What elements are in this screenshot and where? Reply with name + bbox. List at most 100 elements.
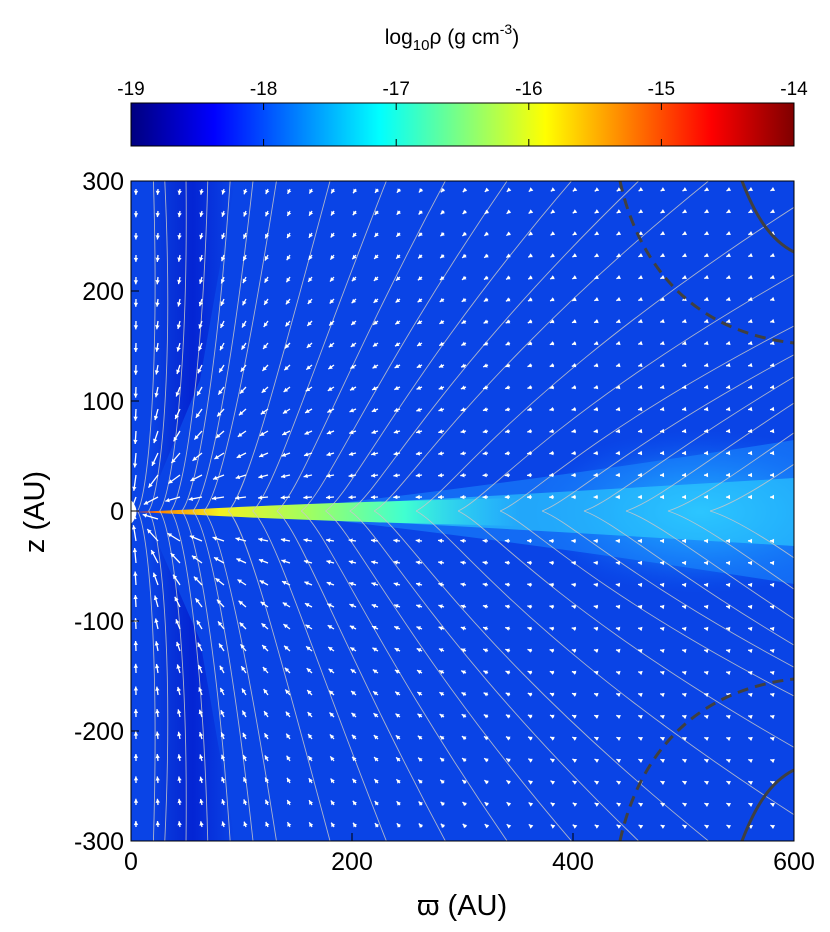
velocity-arrowhead — [748, 494, 752, 500]
velocity-arrowhead — [353, 188, 358, 194]
velocity-arrowhead — [198, 301, 203, 307]
colorbar-title-log: log — [385, 26, 413, 49]
velocity-arrowhead — [770, 626, 775, 632]
velocity-arrowhead — [285, 299, 291, 305]
velocity-arrowhead — [155, 302, 160, 307]
velocity-arrowhead — [133, 731, 139, 736]
velocity-arrowhead — [173, 436, 178, 442]
velocity-arrowhead — [748, 274, 753, 280]
velocity-arrowhead — [415, 473, 420, 478]
velocity-arrowhead — [615, 472, 620, 478]
velocity-arrowhead — [616, 362, 621, 368]
velocity-arrowhead — [506, 824, 512, 829]
x-tick-label: 400 — [552, 848, 594, 876]
velocity-arrowhead — [286, 255, 291, 261]
velocity-arrowhead — [527, 692, 533, 697]
velocity-arrowhead — [726, 209, 731, 213]
velocity-arrowhead — [440, 757, 445, 763]
velocity-arrowhead — [748, 472, 753, 478]
velocity-arrowhead — [593, 472, 598, 478]
velocity-arrowhead — [306, 646, 311, 651]
velocity-arrowhead — [438, 385, 444, 390]
velocity-arrowhead — [726, 450, 731, 456]
velocity-arrowhead — [482, 451, 487, 456]
velocity-arrowhead — [286, 733, 291, 739]
velocity-arrowhead — [484, 824, 490, 829]
velocity-arrowhead — [527, 582, 532, 587]
velocity-arrowhead — [704, 759, 709, 763]
colorbar-tick-label: -15 — [648, 79, 675, 100]
velocity-arrowhead — [350, 647, 355, 652]
velocity-arrowhead — [243, 821, 248, 827]
x-tick-label: 200 — [331, 848, 373, 876]
velocity-arrowhead — [571, 407, 576, 412]
velocity-arrowhead — [462, 253, 467, 258]
field-line — [192, 510, 254, 841]
velocity-arrowhead — [550, 231, 556, 236]
velocity-arrowhead — [133, 348, 138, 352]
velocity-arrowhead — [264, 300, 269, 305]
velocity-arrowhead — [373, 735, 379, 740]
field-line — [148, 510, 169, 841]
velocity-arrowhead — [440, 187, 446, 193]
velocity-arrowhead — [462, 187, 468, 193]
velocity-arrowhead — [482, 407, 488, 412]
velocity-arrowhead — [348, 473, 353, 478]
velocity-arrowhead — [132, 548, 138, 553]
velocity-arrowhead — [303, 559, 309, 564]
velocity-arrowhead — [352, 210, 357, 216]
velocity-arrowhead — [726, 670, 731, 676]
velocity-arrowhead — [638, 715, 643, 719]
velocity-arrowhead — [462, 209, 467, 214]
velocity-arrowhead — [704, 472, 709, 478]
velocity-arrowhead — [770, 318, 775, 324]
velocity-arrowhead — [219, 665, 224, 671]
velocity-arrowhead — [506, 231, 511, 236]
velocity-arrowhead — [329, 299, 334, 304]
velocity-arrowhead — [505, 385, 510, 390]
velocity-arrowhead — [726, 825, 731, 829]
velocity-arrowhead — [199, 257, 204, 262]
velocity-arrowhead — [283, 624, 288, 629]
velocity-arrowhead — [220, 732, 225, 737]
velocity-arrowhead — [461, 363, 466, 368]
velocity-arrowhead — [660, 340, 665, 346]
velocity-arrowhead — [220, 710, 225, 715]
velocity-arrowhead — [198, 732, 204, 737]
velocity-arrowhead — [155, 709, 160, 714]
velocity-arrowhead — [528, 802, 534, 807]
velocity-arrowhead — [638, 626, 643, 632]
velocity-arrowhead — [262, 366, 267, 371]
velocity-arrowhead — [572, 231, 578, 236]
velocity-arrowhead — [243, 189, 248, 195]
velocity-arrowhead — [305, 624, 311, 629]
velocity-arrowhead — [571, 648, 577, 653]
velocity-arrowhead — [528, 758, 533, 763]
velocity-arrowhead — [506, 802, 512, 807]
velocity-arrowhead — [351, 276, 357, 282]
velocity-arrowhead — [660, 604, 665, 610]
velocity-arrowhead — [637, 538, 642, 544]
velocity-arrowhead — [505, 604, 510, 609]
velocity-arrowhead — [660, 362, 665, 368]
velocity-arrowhead — [593, 406, 599, 412]
velocity-arrowhead — [571, 450, 576, 456]
velocity-arrowhead — [418, 232, 423, 237]
velocity-arrowhead — [616, 253, 621, 257]
velocity-arrowhead — [132, 463, 138, 468]
field-line — [457, 274, 794, 512]
velocity-arrowhead — [218, 390, 223, 395]
velocity-arrowhead — [307, 321, 312, 326]
velocity-arrowhead — [549, 341, 555, 346]
y-tick-label: -100 — [74, 608, 124, 636]
velocity-arrowhead — [461, 670, 466, 675]
velocity-arrowhead — [748, 340, 753, 346]
velocity-arrowhead — [393, 451, 398, 456]
velocity-arrowhead — [372, 364, 378, 369]
velocity-arrowhead — [240, 644, 245, 649]
velocity-arrowhead — [504, 451, 510, 456]
velocity-arrowhead — [350, 386, 355, 391]
velocity-arrowhead — [593, 494, 598, 500]
velocity-arrowhead — [527, 538, 532, 544]
velocity-arrowhead — [528, 187, 534, 192]
